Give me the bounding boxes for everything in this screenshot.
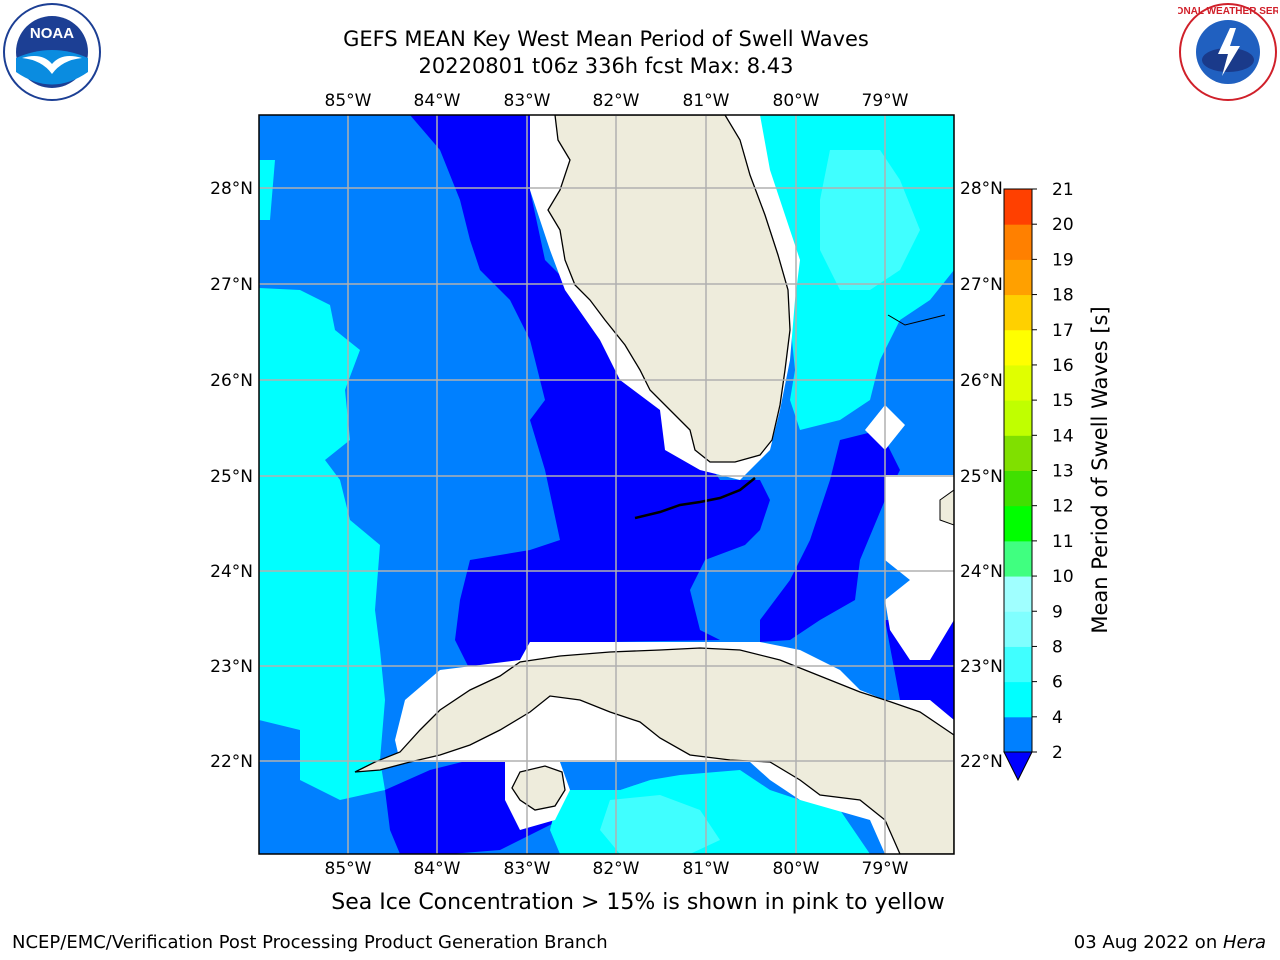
- nws-logo-text: NATIONAL WEATHER SERVICE: [1178, 6, 1278, 17]
- lon-label: 85°W: [325, 859, 372, 879]
- lat-labels-left: 28°N 27°N 26°N 25°N 24°N 23°N 22°N: [210, 179, 253, 772]
- lat-label: 24°N: [960, 562, 1003, 582]
- colorbar-segment: [1004, 294, 1032, 331]
- nws-logo: NATIONAL WEATHER SERVICE: [1178, 3, 1278, 101]
- colorbar-tick-label: 4: [1052, 708, 1063, 728]
- florida-keys: [634, 477, 756, 520]
- colorbar-segment: [1004, 329, 1032, 366]
- footer-date: 03 Aug 2022 on Hera: [1074, 932, 1266, 953]
- colorbar-tick-label: 19: [1052, 250, 1074, 270]
- colorbar-tick-label: 15: [1052, 391, 1074, 411]
- colorbar-segment: [1004, 611, 1032, 647]
- lon-label: 79°W: [862, 91, 909, 111]
- colorbar-extend-triangle: [1003, 751, 1033, 782]
- lat-label: 22°N: [210, 752, 253, 772]
- colorbar-segment: [1004, 400, 1032, 436]
- lat-labels-right: 28°N 27°N 26°N 25°N 24°N 23°N 22°N: [960, 179, 1003, 772]
- lat-label: 25°N: [960, 467, 1003, 487]
- colorbar-tick-label: 9: [1052, 602, 1063, 622]
- lat-label: 26°N: [960, 371, 1003, 391]
- swell-field-6-8-south: [600, 795, 720, 854]
- chart-subtitle: 20220801 t06z 336h fcst Max: 8.43: [418, 54, 794, 78]
- colorbar-segment: [1004, 576, 1032, 612]
- colorbar-segment: [1004, 505, 1032, 542]
- lat-label: 26°N: [210, 371, 253, 391]
- colorbar-tick-label: 17: [1052, 321, 1074, 341]
- colorbar-tick-label: 11: [1052, 532, 1074, 552]
- lat-label: 28°N: [210, 179, 253, 199]
- lat-label: 24°N: [210, 562, 253, 582]
- colorbar-segment: [1004, 364, 1032, 401]
- lon-label: 80°W: [773, 859, 820, 879]
- colorbar-segment: [1004, 716, 1032, 753]
- lon-label: 83°W: [504, 91, 551, 111]
- colorbar-segment: [1004, 646, 1032, 683]
- colorbar-tick-label: 13: [1052, 462, 1074, 482]
- colorbar-tick-label: 10: [1052, 567, 1074, 587]
- lon-label: 81°W: [683, 859, 730, 879]
- colorbar-segment: [1004, 435, 1032, 471]
- colorbar-segment: [1004, 540, 1032, 577]
- colorbar: 2 4 6 8 9 10 11 12 13 14 15 16 17 18 19 20 21: [1003, 180, 1074, 782]
- colorbar-label: Mean Period of Swell Waves [s]: [1088, 306, 1112, 633]
- isla-juventud-land: [511, 765, 566, 811]
- colorbar-tick-label: 21: [1052, 180, 1074, 200]
- lat-label: 28°N: [960, 179, 1003, 199]
- colorbar-segment: [1004, 189, 1032, 225]
- lat-label: 27°N: [960, 275, 1003, 295]
- map-frame: [258, 114, 955, 855]
- swell-field-below-2-shelf: [410, 115, 770, 670]
- colorbar-tick-label: 16: [1052, 356, 1074, 376]
- lon-label: 81°W: [683, 91, 730, 111]
- lon-label: 82°W: [593, 859, 640, 879]
- noaa-logo: NOAA: [3, 3, 101, 101]
- swell-field-4-6-nw: [259, 160, 275, 220]
- florida-land: [547, 115, 791, 463]
- swell-field-4-6-west: [259, 288, 385, 800]
- lon-label: 80°W: [773, 91, 820, 111]
- grand-bahama-land: [887, 314, 946, 326]
- colorbar-segment: [1004, 470, 1032, 507]
- colorbar-tick-label: 2: [1052, 743, 1063, 763]
- colorbar-tick-label: 8: [1052, 637, 1063, 657]
- no-data-bahamas: [885, 475, 954, 660]
- colorbar-segment: [1004, 259, 1032, 296]
- lon-label: 83°W: [504, 859, 551, 879]
- lon-labels-top: 85°W 84°W 83°W 82°W 81°W 80°W 79°W: [325, 91, 909, 111]
- footer-machine: Hera: [1222, 932, 1266, 953]
- bahamas-andros-land: [939, 489, 954, 526]
- footer-date-text: 03 Aug 2022 on: [1073, 932, 1223, 953]
- lat-label: 23°N: [210, 657, 253, 677]
- graticule: [259, 115, 954, 854]
- lat-label: 25°N: [210, 467, 253, 487]
- lat-label: 23°N: [960, 657, 1003, 677]
- colorbar-tick-label: 20: [1052, 215, 1074, 235]
- chart-title: GEFS MEAN Key West Mean Period of Swell …: [343, 27, 869, 51]
- lon-label: 85°W: [325, 91, 372, 111]
- footer-credit: NCEP/EMC/Verification Post Processing Pr…: [12, 932, 608, 953]
- noaa-logo-text: NOAA: [30, 25, 74, 42]
- lon-label: 79°W: [862, 859, 909, 879]
- lon-label: 84°W: [414, 859, 461, 879]
- colorbar-segment: [1004, 681, 1032, 718]
- swell-field-6-8-atlantic: [820, 150, 920, 290]
- lat-label: 22°N: [960, 752, 1003, 772]
- map-field: [259, 115, 954, 854]
- swell-field-below-2-east: [760, 430, 900, 642]
- colorbar-segment: [1004, 224, 1032, 260]
- sea-ice-note: Sea Ice Concentration > 15% is shown in …: [331, 890, 945, 915]
- lat-label: 27°N: [210, 275, 253, 295]
- colorbar-tick-label: 14: [1052, 426, 1074, 446]
- lon-labels-bottom: 85°W 84°W 83°W 82°W 81°W 80°W 79°W: [325, 859, 909, 879]
- colorbar-tick-label: 18: [1052, 286, 1074, 306]
- lon-label: 82°W: [593, 91, 640, 111]
- lon-label: 84°W: [414, 91, 461, 111]
- colorbar-tick-label: 6: [1052, 673, 1063, 693]
- colorbar-tick-label: 12: [1052, 497, 1074, 517]
